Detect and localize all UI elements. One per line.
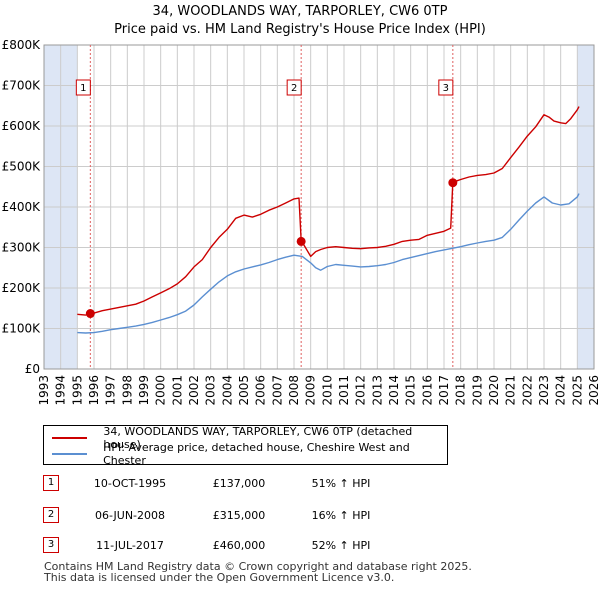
legend-swatch-hpi <box>52 453 88 455</box>
hpi-line <box>77 193 580 334</box>
event-date: 11-JUL-2017 <box>96 539 164 552</box>
x-tick-label: 2019 <box>470 375 484 406</box>
event-date: 06-JUN-2008 <box>94 509 166 522</box>
event-label-box <box>286 79 302 96</box>
event-price: £315,000 <box>212 509 266 522</box>
footer-licence: This data is licensed under the Open Gov… <box>44 571 395 584</box>
legend-swatch-property <box>52 437 88 439</box>
chart-title: 34, WOODLANDS WAY, TARPORLEY, CW6 0TP <box>152 4 448 19</box>
x-tick-label: 1993 <box>37 375 51 406</box>
y-tick-label: £100K <box>2 322 42 336</box>
x-tick-label: 2016 <box>420 375 434 406</box>
y-tick-label: £0 <box>25 362 40 376</box>
x-tick-label: 1994 <box>54 375 68 406</box>
y-tick-label: £800K <box>2 38 42 52</box>
x-tick-label: 2012 <box>354 375 368 406</box>
event-hpi-change: 52% ↑ HPI <box>311 539 371 552</box>
x-tick-label: 1997 <box>104 375 118 406</box>
x-tick-label: 2009 <box>304 375 318 406</box>
property-price-line <box>77 106 580 316</box>
event-label: 2 <box>291 83 297 94</box>
x-tick-label: 1999 <box>137 375 151 406</box>
x-tick-label: 2024 <box>554 375 568 406</box>
x-tick-label: 2013 <box>370 375 384 406</box>
x-tick-label: 2011 <box>337 375 351 406</box>
x-tick-label: 2020 <box>487 375 501 406</box>
x-tick-label: 2008 <box>287 375 301 406</box>
x-tick-label: 2018 <box>454 375 468 406</box>
x-tick-label: 2026 <box>587 375 600 406</box>
event-marker-1: 1 <box>43 475 59 491</box>
x-tick-label: 2007 <box>270 375 284 406</box>
legend-label-hpi: HPI: Average price, detached house, Ches… <box>103 441 410 467</box>
legend-item-property: 34, WOODLANDS WAY, TARPORLEY, CW6 0TP (d… <box>52 425 447 451</box>
event-date: 10-OCT-1995 <box>93 477 167 490</box>
x-tick-label: 2023 <box>537 375 551 406</box>
x-tick-label: 2002 <box>187 375 201 406</box>
x-tick-label: 2014 <box>387 375 401 406</box>
legend-item-hpi: HPI: Average price, detached house, Ches… <box>52 441 447 467</box>
sale-point <box>448 178 458 188</box>
x-tick-label: 1998 <box>120 375 134 406</box>
event-label: 3 <box>443 83 449 94</box>
y-tick-label: £200K <box>2 281 42 295</box>
event-hpi-change: 51% ↑ HPI <box>311 477 371 490</box>
legend-label-property: 34, WOODLANDS WAY, TARPORLEY, CW6 0TP (d… <box>103 425 413 451</box>
plot-frame <box>43 44 595 370</box>
y-tick-label: £300K <box>2 241 42 255</box>
x-tick-label: 2003 <box>204 375 218 406</box>
x-tick-label: 2025 <box>570 375 584 406</box>
x-tick-label: 1995 <box>70 375 84 406</box>
y-tick-label: £500K <box>2 160 42 174</box>
event-price: £460,000 <box>212 539 266 552</box>
x-tick-label: 2021 <box>504 375 518 406</box>
x-tick-label: 2015 <box>404 375 418 406</box>
event-label-box <box>438 79 454 96</box>
y-tick-label: £400K <box>2 200 42 214</box>
event-marker-2: 2 <box>43 507 59 523</box>
x-tick-label: 2010 <box>320 375 334 406</box>
x-tick-label: 2004 <box>220 375 234 406</box>
x-tick-label: 2000 <box>154 375 168 406</box>
event-label-box <box>75 79 91 96</box>
x-tick-label: 2022 <box>520 375 534 406</box>
x-tick-label: 2001 <box>170 375 184 406</box>
y-tick-label: £700K <box>2 79 42 93</box>
x-tick-label: 2005 <box>237 375 251 406</box>
chart-subtitle: Price paid vs. HM Land Registry's House … <box>114 22 486 37</box>
event-price: £137,000 <box>212 477 266 490</box>
price-chart: £0 £100K £200K £300K £400K £500K £600K £700K £80… <box>2 38 600 406</box>
footer-copyright: Contains HM Land Registry data © Crown c… <box>44 560 472 573</box>
sale-point <box>85 309 95 319</box>
x-tick-label: 1996 <box>87 375 101 406</box>
x-tick-label: 2006 <box>254 375 268 406</box>
event-hpi-change: 16% ↑ HPI <box>311 509 371 522</box>
event-marker-3: 3 <box>43 537 59 553</box>
y-tick-label: £600K <box>2 119 42 133</box>
legend: 34, WOODLANDS WAY, TARPORLEY, CW6 0TP (d… <box>43 425 448 467</box>
event-label: 1 <box>80 83 86 94</box>
sale-point <box>296 236 306 246</box>
x-tick-label: 2017 <box>437 375 451 406</box>
